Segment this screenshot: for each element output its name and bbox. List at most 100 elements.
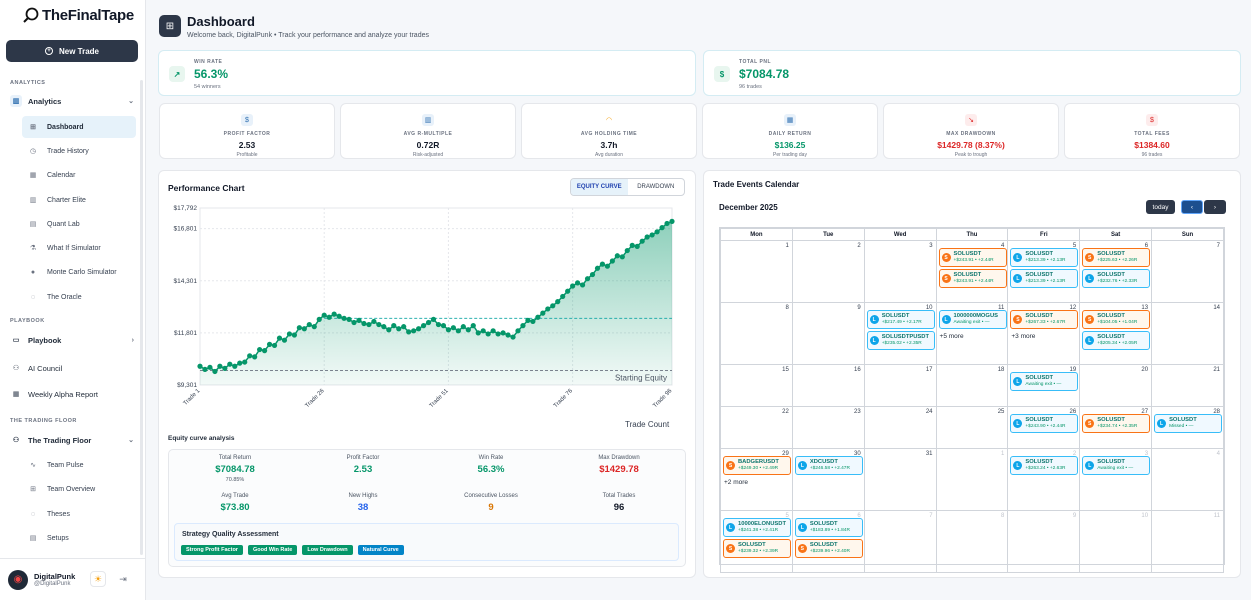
sidebar-item-quant-lab[interactable]: ▤ Quant Lab xyxy=(22,213,136,235)
calendar-day[interactable]: 8 xyxy=(720,302,793,365)
calendar-day[interactable]: 10 xyxy=(1079,510,1153,573)
trade-event[interactable]: S SOLUSDT +$104.05 • +1.04R xyxy=(1082,310,1151,329)
calendar-day[interactable]: 5 L SOLUSDT +$213.39 • +2.13R L SOLUSDT +$213.… xyxy=(1007,240,1081,303)
calendar-day[interactable]: 11 L 1000000MOGUS Awaiting exit • — +5 more xyxy=(935,302,1009,365)
sidebar-item-trade-history[interactable]: ◷ Trade History xyxy=(22,140,136,162)
calendar-day[interactable]: 9 xyxy=(1007,510,1081,573)
calendar-day[interactable]: 19 L SOLUSDT Awaiting exit • — xyxy=(1007,364,1081,407)
trade-event[interactable]: L SOLUSDTPUSDT +$235.02 • +2.35R xyxy=(866,331,935,350)
calendar-day[interactable]: 1 xyxy=(720,240,793,303)
calendar-day[interactable]: 26 L SOLUSDT +$243.90 • +2.44R xyxy=(1007,406,1081,449)
calendar-day[interactable]: 17 xyxy=(863,364,937,407)
trade-event[interactable]: S SOLUSDT +$243.91 • +2.44R xyxy=(938,248,1007,267)
theme-toggle-sun-icon[interactable]: ☀ xyxy=(90,571,106,587)
tab-drawdown[interactable]: DRAWDOWN xyxy=(637,184,675,190)
short-icon: S xyxy=(797,544,807,553)
today-button[interactable]: today xyxy=(1146,200,1175,214)
calendar-day[interactable]: 20 xyxy=(1079,364,1153,407)
sidebar-item-setups[interactable]: ▤ Setups xyxy=(22,527,136,549)
trade-event[interactable]: L 1000000MOGUS Awaiting exit • — xyxy=(938,310,1007,329)
sidebar-item-calendar[interactable]: ▦ Calendar xyxy=(22,164,136,186)
more-events-link[interactable]: +2 more xyxy=(724,479,749,486)
sidebar-item-oracle[interactable]: ◌ The Oracle xyxy=(22,286,136,308)
calendar-day[interactable]: 7 xyxy=(1151,240,1224,303)
trade-event[interactable]: S SOLUSDT +$225.63 • +2.26R xyxy=(1082,248,1151,267)
trade-event[interactable]: L SOLUSDT Awaiting exit • — xyxy=(1082,456,1151,475)
calendar-day[interactable]: 24 xyxy=(863,406,937,449)
trade-event[interactable]: L SOLUSDT +$213.39 • +2.13R xyxy=(1010,248,1079,267)
trade-event[interactable]: L SOLUSDT Missed • — xyxy=(1154,414,1223,433)
sidebar-item-dashboard[interactable]: ⊞ Dashboard xyxy=(22,116,136,138)
calendar-day[interactable]: 15 xyxy=(720,364,793,407)
trade-event[interactable]: L SOLUSDT +$263.24 • +2.63R xyxy=(1010,456,1079,475)
more-events-link[interactable]: +5 more xyxy=(939,333,964,340)
calendar-day[interactable]: 3 xyxy=(863,240,937,303)
sidebar-scrollbar[interactable] xyxy=(140,80,143,555)
calendar-day[interactable]: 16 xyxy=(791,364,865,407)
sidebar-item-theses[interactable]: ◌ Theses xyxy=(22,503,136,525)
calendar-day[interactable]: 3 L SOLUSDT Awaiting exit • — xyxy=(1079,448,1153,511)
group-trading-floor[interactable]: ⚇ The Trading Floor ⌄ xyxy=(10,432,134,448)
sidebar-item-monte-carlo[interactable]: ● Monte Carlo Simulator xyxy=(22,261,136,283)
sidebar-item-weekly-alpha[interactable]: ▦ Weekly Alpha Report xyxy=(10,386,134,402)
calendar-day[interactable]: 22 xyxy=(720,406,793,449)
calendar-day[interactable]: 27 S SOLUSDT +$234.74 • +2.35R xyxy=(1079,406,1153,449)
sidebar-item-team-pulse[interactable]: ∿ Team Pulse xyxy=(22,454,136,476)
trade-event[interactable]: S SOLUSDT +$239.96 • +2.40R xyxy=(794,539,863,558)
calendar-day[interactable]: 30 L XDCUSDT +$246.58 • +2.47R xyxy=(791,448,865,511)
calendar-day[interactable]: 4 S SOLUSDT +$243.91 • +2.44R S SOLUSDT +$243.… xyxy=(935,240,1009,303)
trade-event[interactable]: L SOLUSDT +$183.89 • +1.84R xyxy=(794,518,863,537)
calendar-day[interactable]: 1 xyxy=(935,448,1009,511)
sidebar-item-what-if[interactable]: ⚗ What If Simulator xyxy=(22,237,136,259)
calendar-day[interactable]: 13 S SOLUSDT +$104.05 • +1.04R L SOLUSDT +$205… xyxy=(1079,302,1153,365)
trade-event[interactable]: L 10000ELONUSDT +$241.38 • +2.41R xyxy=(723,518,791,537)
calendar-day[interactable]: 28 L SOLUSDT Missed • — xyxy=(1151,406,1224,449)
sidebar-item-ai-council[interactable]: ⚇ AI Council xyxy=(10,360,134,376)
user-profile[interactable]: ◉ DigitalPunk @DigitalPunk xyxy=(0,558,146,600)
trade-event[interactable]: L SOLUSDT +$217.49 • +2.17R xyxy=(866,310,935,329)
calendar-day[interactable]: 6 S SOLUSDT +$225.63 • +2.26R L SOLUSDT +$232.… xyxy=(1079,240,1153,303)
trade-event[interactable]: L SOLUSDT +$243.90 • +2.44R xyxy=(1010,414,1079,433)
chart-tabs: EQUITY CURVE DRAWDOWN xyxy=(570,178,685,196)
calendar-day[interactable]: 5 L 10000ELONUSDT +$241.38 • +2.41R S SOLUSDT… xyxy=(720,510,793,573)
trade-event[interactable]: S SOLUSDT +$243.91 • +2.44R xyxy=(938,269,1007,288)
calendar-day[interactable]: 4 xyxy=(1151,448,1224,511)
sidebar-item-team-overview[interactable]: ⊞ Team Overview xyxy=(22,478,136,500)
calendar-day[interactable]: 2 xyxy=(791,240,865,303)
trade-event[interactable]: S SOLUSDT +$239.32 • +2.39R xyxy=(723,539,791,558)
calendar-day[interactable]: 10 L SOLUSDT +$217.49 • +2.17R L SOLUSDTPUSDT… xyxy=(863,302,937,365)
calendar-day[interactable]: 7 xyxy=(863,510,937,573)
calendar-day[interactable]: 18 xyxy=(935,364,1009,407)
calendar-day[interactable]: 6 L SOLUSDT +$183.89 • +1.84R S SOLUSDT +$239.… xyxy=(791,510,865,573)
more-events-link[interactable]: +3 more xyxy=(1011,333,1036,340)
logout-icon[interactable]: ⇥ xyxy=(119,573,127,584)
calendar-day[interactable]: 8 xyxy=(935,510,1009,573)
new-trade-button[interactable]: + New Trade xyxy=(6,40,138,62)
trade-event[interactable]: L SOLUSDT Awaiting exit • — xyxy=(1010,372,1079,391)
calendar-day[interactable]: 29 S BADGERUSDT +$249.30 • +2.49R +2 more xyxy=(720,448,793,511)
equity-point xyxy=(560,293,566,300)
calendar-day[interactable]: 23 xyxy=(791,406,865,449)
sidebar-item-charter-elite[interactable]: ▥ Charter Elite xyxy=(22,189,136,211)
calendar-day[interactable]: 12 S SOLUSDT +$267.33 • +2.67R +3 more xyxy=(1007,302,1081,365)
calendar-day[interactable]: 2 L SOLUSDT +$263.24 • +2.63R xyxy=(1007,448,1081,511)
calendar-day[interactable]: 14 xyxy=(1151,302,1224,365)
trade-event[interactable]: L SOLUSDT +$232.76 • +2.33R xyxy=(1082,269,1151,288)
app-logo[interactable]: TheFinalTape xyxy=(22,6,134,24)
calendar-day[interactable]: 21 xyxy=(1151,364,1224,407)
trade-event[interactable]: L SOLUSDT +$213.39 • +2.13R xyxy=(1010,269,1079,288)
calendar-day[interactable]: 9 xyxy=(791,302,865,365)
trade-event[interactable]: L SOLUSDT +$205.34 • +2.05R xyxy=(1082,331,1151,350)
tab-equity-curve[interactable]: EQUITY CURVE xyxy=(571,179,628,195)
calendar-day[interactable]: 11 xyxy=(1151,510,1224,573)
next-month-button[interactable]: › xyxy=(1204,200,1226,214)
calendar-day[interactable]: 25 xyxy=(935,406,1009,449)
prev-month-button[interactable]: ‹ xyxy=(1181,200,1203,214)
trade-event[interactable]: S SOLUSDT +$234.74 • +2.35R xyxy=(1082,414,1151,433)
group-playbook[interactable]: ▭ Playbook › xyxy=(10,332,134,348)
trade-event[interactable]: S SOLUSDT +$267.33 • +2.67R xyxy=(1010,310,1079,329)
trade-event[interactable]: S BADGERUSDT +$249.30 • +2.49R xyxy=(723,456,791,475)
trade-event[interactable]: L XDCUSDT +$246.58 • +2.47R xyxy=(794,456,863,475)
calendar-day[interactable]: 31 xyxy=(863,448,937,511)
group-analytics[interactable]: ▥ Analytics ⌄ xyxy=(10,93,134,109)
